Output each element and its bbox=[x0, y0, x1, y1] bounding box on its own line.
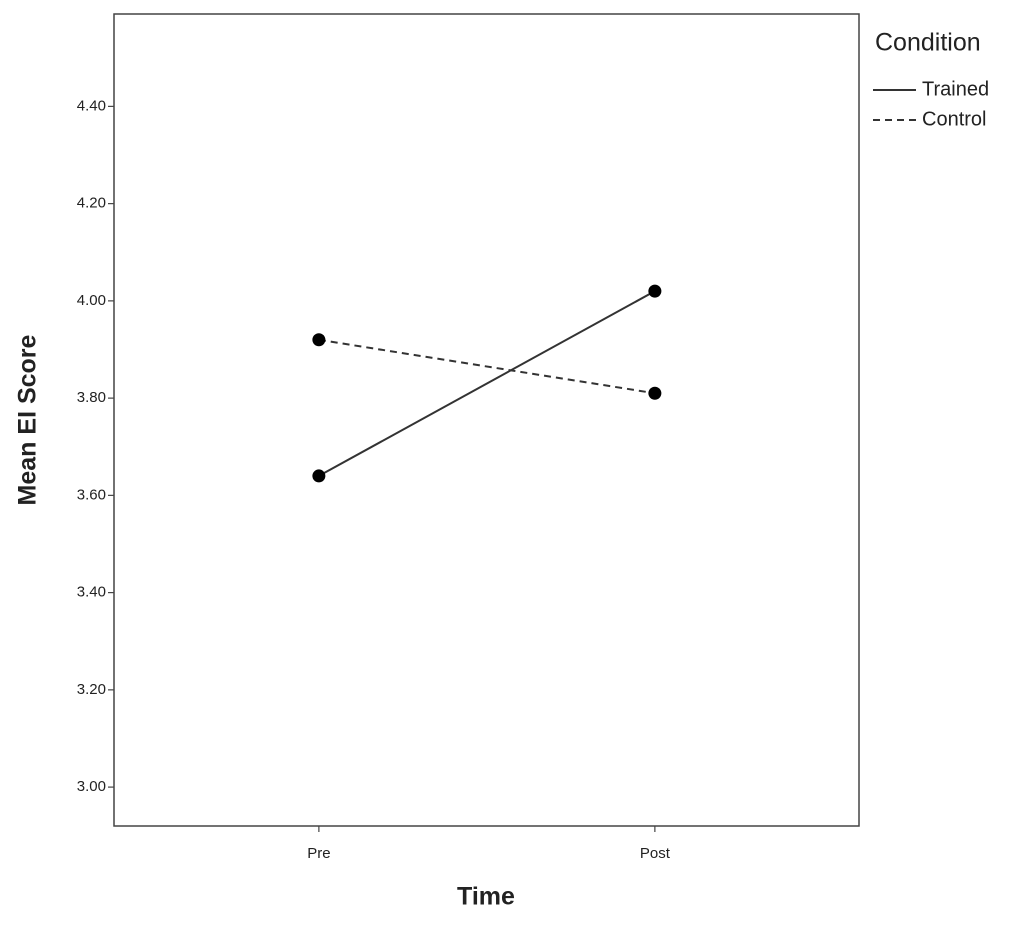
y-tick-label: 3.60 bbox=[77, 486, 106, 503]
legend-title: Condition bbox=[875, 29, 981, 57]
series-line bbox=[318, 290, 656, 477]
y-tick-label: 3.20 bbox=[77, 681, 106, 698]
y-tick-label: 4.00 bbox=[77, 292, 106, 309]
y-tick-label: 4.20 bbox=[77, 195, 106, 212]
x-tick-label: Post bbox=[640, 845, 671, 862]
x-axis-title: Time bbox=[457, 883, 515, 911]
x-tick-label: Pre bbox=[307, 845, 330, 862]
y-tick-label: 3.80 bbox=[77, 389, 106, 406]
data-point bbox=[312, 469, 326, 483]
legend-label: Control bbox=[922, 108, 986, 130]
legend-label: Trained bbox=[922, 78, 989, 100]
data-point bbox=[648, 386, 662, 400]
data-point bbox=[312, 333, 326, 347]
data-point bbox=[648, 284, 662, 298]
y-tick-label: 4.40 bbox=[77, 97, 106, 114]
plot-frame bbox=[113, 13, 860, 827]
y-tick-label: 3.00 bbox=[77, 778, 106, 795]
y-axis-title: Mean EI Score bbox=[14, 334, 42, 505]
y-tick-label: 3.40 bbox=[77, 584, 106, 601]
series-line bbox=[318, 338, 656, 395]
